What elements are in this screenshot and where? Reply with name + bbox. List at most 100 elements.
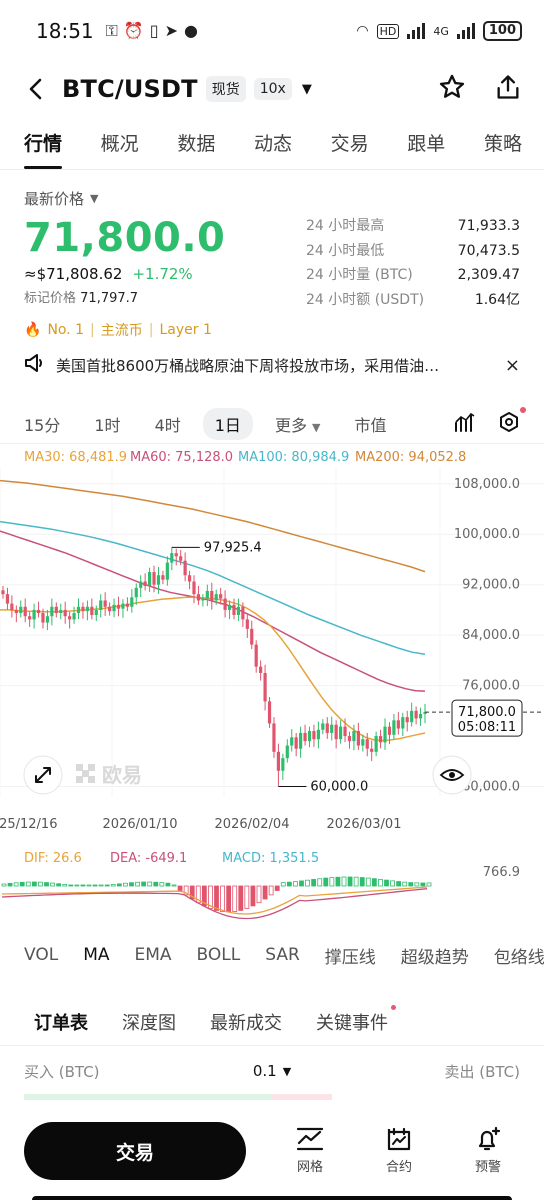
macd-bar bbox=[232, 885, 238, 913]
macd-bar bbox=[104, 884, 110, 887]
indicator-supertrend[interactable]: 超级趋势 bbox=[400, 947, 469, 968]
expand-icon[interactable] bbox=[35, 767, 51, 783]
candle-body bbox=[378, 736, 383, 743]
pair-title[interactable]: BTC/USDT bbox=[62, 75, 198, 103]
macd-dea-label: DEA: -649.1 bbox=[110, 851, 187, 866]
news-ticker[interactable]: 美国首批8600万桶战略原油下周将投放市场，采用借油… × bbox=[24, 350, 520, 380]
candle-body bbox=[76, 606, 81, 614]
tab-key-events-label: 关键事件 bbox=[316, 1012, 388, 1034]
coin-badges: 🔥 No. 1 | 主流币 | Layer 1 bbox=[24, 320, 524, 340]
size-value: 0.1 bbox=[252, 1062, 277, 1080]
price-label[interactable]: 最新价格 ▼ bbox=[24, 188, 524, 209]
star-icon[interactable] bbox=[438, 73, 466, 105]
candle-body bbox=[147, 572, 152, 586]
interval-1d[interactable]: 1日 bbox=[202, 407, 253, 440]
price-chart[interactable]: MA30: 68,481.9 MA60: 75,128.0 MA100: 80,… bbox=[0, 446, 544, 846]
macd-bar bbox=[347, 876, 353, 887]
pair-header: BTC/USDT 现货 10x ▼ bbox=[0, 62, 544, 116]
tab-trade[interactable]: 交易 bbox=[330, 133, 369, 155]
indicator-vol[interactable]: VOL bbox=[24, 945, 59, 965]
y-tick-label: 76,000.0 bbox=[462, 679, 520, 694]
tab-data[interactable]: 数据 bbox=[177, 133, 216, 155]
settings-hexagon-icon[interactable] bbox=[498, 406, 526, 437]
candle-body bbox=[90, 606, 94, 615]
candle-body bbox=[410, 710, 414, 723]
close-icon[interactable]: × bbox=[504, 354, 520, 376]
indicator-support-resistance[interactable]: 撑压线 bbox=[324, 947, 376, 968]
macd-bar bbox=[141, 881, 147, 887]
leverage-tag[interactable]: 10x bbox=[253, 78, 292, 100]
eye-button[interactable] bbox=[432, 755, 472, 795]
macd-bar bbox=[159, 882, 165, 887]
macd-bar bbox=[414, 882, 420, 887]
candle-body bbox=[36, 609, 41, 614]
trade-button[interactable]: 交易 bbox=[24, 1122, 246, 1180]
tab-feed[interactable]: 动态 bbox=[253, 133, 292, 155]
layer-badge[interactable]: Layer 1 bbox=[159, 322, 212, 338]
indicator-icon[interactable] bbox=[454, 411, 476, 437]
candle-body bbox=[307, 731, 312, 742]
tab-orderbook[interactable]: 订单表 bbox=[34, 1012, 88, 1034]
caret-down-icon[interactable]: ▼ bbox=[301, 81, 312, 97]
interval-more[interactable]: 更多 ▼ bbox=[275, 412, 321, 436]
status-time: 18:51 bbox=[36, 19, 94, 43]
macd-bar bbox=[147, 881, 153, 887]
chart-watermark: 欧易 bbox=[23, 755, 142, 795]
tab-key-events[interactable]: 关键事件 bbox=[316, 1004, 396, 1035]
tab-trades[interactable]: 最新成交 bbox=[210, 1012, 282, 1034]
macd-bar bbox=[56, 883, 62, 887]
home-indicator bbox=[32, 1196, 512, 1200]
candle-body bbox=[267, 701, 272, 724]
price-label-text: 最新价格 bbox=[24, 190, 85, 208]
macd-bar bbox=[408, 882, 414, 887]
macd-bar bbox=[402, 881, 408, 887]
nav-grid[interactable]: 网格 bbox=[280, 1126, 340, 1175]
stat-row: 24 小时量 (BTC) 2,309.47 bbox=[306, 263, 520, 288]
news-text[interactable]: 美国首批8600万桶战略原油下周将投放市场，采用借油… bbox=[56, 356, 440, 375]
macd-bar bbox=[323, 877, 329, 887]
tab-market[interactable]: 行情 bbox=[24, 118, 63, 169]
signal-icon bbox=[407, 23, 426, 39]
indicator-boll[interactable]: BOLL bbox=[196, 945, 241, 965]
ma100-line bbox=[0, 520, 426, 655]
back-icon[interactable] bbox=[22, 75, 50, 103]
interval-1h[interactable]: 1时 bbox=[94, 415, 121, 435]
category-badge[interactable]: 主流币 bbox=[100, 323, 143, 339]
candle-body bbox=[165, 562, 169, 580]
countdown-label: 05:08:11 bbox=[458, 720, 516, 735]
y-tick-label: 108,000.0 bbox=[454, 477, 520, 492]
macd-bar bbox=[335, 876, 341, 887]
candle-body bbox=[179, 556, 183, 561]
status-system-icons: ◠ HD 4G 100 bbox=[356, 21, 522, 41]
candle-body bbox=[192, 581, 196, 595]
nav-futures[interactable]: 合约 bbox=[369, 1126, 429, 1175]
indicator-envelope[interactable]: 包络线 bbox=[493, 947, 544, 968]
interval-15m[interactable]: 15分 bbox=[24, 415, 61, 435]
share-icon[interactable] bbox=[494, 73, 522, 105]
macd-bar bbox=[177, 885, 183, 891]
candle-body bbox=[334, 724, 338, 740]
nav-alert[interactable]: 预警 bbox=[458, 1126, 518, 1175]
macd-bar bbox=[305, 879, 310, 887]
indicator-ma[interactable]: MA bbox=[83, 945, 110, 965]
candle-body bbox=[112, 604, 116, 612]
indicator-sar[interactable]: SAR bbox=[265, 945, 300, 965]
stat-row: 24 小时最低 70,473.5 bbox=[306, 239, 520, 264]
current-price-box bbox=[451, 699, 523, 737]
size-selector[interactable]: 0.1 ▼ bbox=[253, 1062, 291, 1080]
indicator-ema[interactable]: EMA bbox=[134, 945, 172, 965]
hd-badge: HD bbox=[376, 23, 400, 39]
rank-badge[interactable]: No. 1 bbox=[47, 322, 85, 338]
tab-depth[interactable]: 深度图 bbox=[122, 1012, 176, 1034]
tab-strategy[interactable]: 策略 bbox=[483, 133, 522, 155]
macd-chart[interactable]: DIF: 26.6 DEA: -649.1 MACD: 1,351.5 766.… bbox=[0, 846, 544, 930]
caret-down-icon: ▼ bbox=[312, 420, 321, 434]
interval-marketcap[interactable]: 市值 bbox=[354, 415, 387, 435]
contract-icon bbox=[387, 1127, 411, 1151]
interval-4h[interactable]: 4时 bbox=[154, 415, 181, 435]
candle-body bbox=[108, 606, 112, 612]
indicator-bar: VOL MA EMA BOLL SAR 撑压线 超级趋势 包络线 bbox=[0, 934, 544, 976]
candle-body bbox=[170, 553, 174, 563]
tab-overview[interactable]: 概况 bbox=[100, 133, 139, 155]
tab-copy[interactable]: 跟单 bbox=[407, 133, 446, 155]
